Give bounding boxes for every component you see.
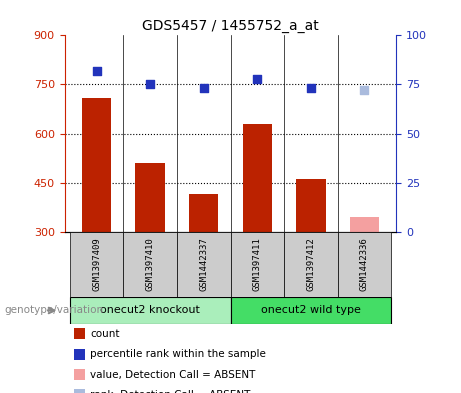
Text: value, Detection Call = ABSENT: value, Detection Call = ABSENT [90,370,255,380]
Bar [337,232,391,297]
Bar [136,163,165,232]
Point [147,81,154,88]
Point [254,75,261,82]
Text: GSM1397412: GSM1397412 [306,237,315,291]
Text: GSM1397411: GSM1397411 [253,237,262,291]
Text: onecut2 knockout: onecut2 knockout [100,305,200,316]
Bar [230,232,284,297]
Point [200,85,207,92]
Point [307,85,314,92]
Bar [230,297,391,324]
Bar [189,194,219,232]
Text: GSM1397410: GSM1397410 [146,237,155,291]
Point [93,68,100,74]
Text: GSM1442337: GSM1442337 [199,237,208,291]
Title: GDS5457 / 1455752_a_at: GDS5457 / 1455752_a_at [142,19,319,33]
Bar [349,217,379,232]
Bar [70,232,124,297]
Bar [124,232,177,297]
Bar [284,232,337,297]
Point [361,87,368,94]
Text: GSM1442336: GSM1442336 [360,237,369,291]
Text: percentile rank within the sample: percentile rank within the sample [90,349,266,360]
Text: GSM1397409: GSM1397409 [92,237,101,291]
Bar [177,232,230,297]
Bar [82,97,112,232]
Bar [70,297,230,324]
Bar [242,124,272,232]
Text: rank, Detection Call = ABSENT: rank, Detection Call = ABSENT [90,390,250,393]
Bar [296,180,325,232]
Text: count: count [90,329,119,339]
Text: genotype/variation: genotype/variation [5,305,104,316]
Text: onecut2 wild type: onecut2 wild type [261,305,361,316]
